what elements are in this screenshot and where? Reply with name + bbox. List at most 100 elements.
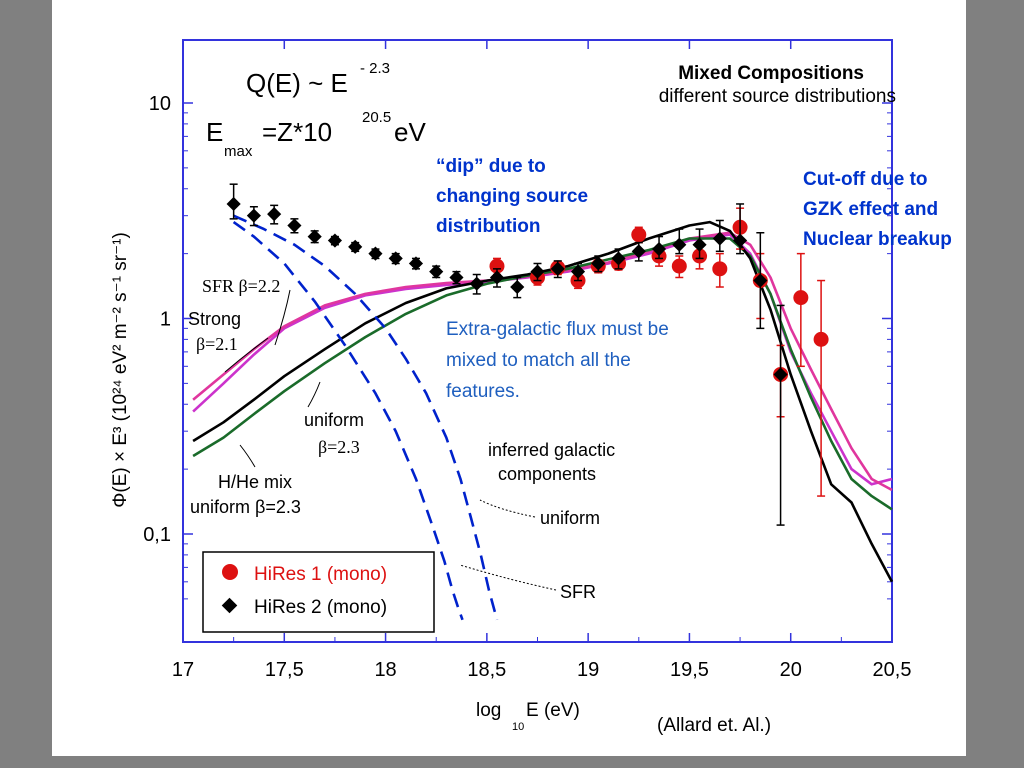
data-point-hires2 (307, 229, 322, 244)
legend-label-hires2: HiRes 2 (mono) (254, 597, 387, 618)
x-axis-label: log (476, 700, 501, 721)
data-point-hires2 (611, 251, 626, 266)
data-point-hires2 (651, 241, 667, 257)
series-line-3 (192, 220, 894, 583)
formula-emax-subscript: max (224, 143, 253, 160)
data-point-hires2 (449, 270, 464, 285)
extra-line-2: mixed to match all the (446, 350, 631, 371)
data-point-hires1 (489, 258, 505, 274)
data-point-hires2 (591, 256, 606, 271)
data-point-hires1 (631, 227, 647, 243)
chart-title: Mixed Compositions (678, 63, 864, 84)
formula-emax-unit: eV (394, 117, 426, 147)
x-tick-label: 17 (172, 659, 194, 681)
legend: HiRes 1 (mono) HiRes 2 (mono) (202, 551, 435, 633)
dip-line-3: distribution (436, 216, 541, 237)
data-point-hires2 (712, 231, 727, 246)
galactic-label-2: components (498, 464, 596, 484)
strong-leader (224, 337, 269, 373)
dip-line-1: “dip” due to (436, 156, 546, 177)
hhe-leader (239, 444, 256, 468)
data-point-hires2 (570, 264, 586, 279)
data-points (226, 183, 829, 526)
x-tick-label: 20,5 (873, 659, 912, 681)
uniform-leader (307, 381, 321, 408)
uniform-curve-label-1: uniform (304, 410, 364, 430)
y-tick-label: 0,1 (143, 524, 171, 546)
x-tick-label: 18 (374, 659, 396, 681)
formula-emax-exponent: 20.5 (362, 109, 391, 126)
data-point-hires2 (429, 264, 444, 279)
y-axis-label: Φ(E) × E³ (10²⁴ eV² m⁻² s⁻¹ sr⁻¹) (110, 232, 131, 508)
data-point-hires2 (733, 233, 748, 248)
galactic-uniform-label: uniform (540, 508, 600, 528)
x-axis-label-subscript: 10 (512, 721, 524, 733)
gal-sfr-leader (459, 564, 557, 591)
data-point-hires2 (368, 246, 383, 261)
citation: (Allard et. Al.) (657, 715, 772, 736)
data-point-hires1 (712, 261, 728, 277)
galactic-sfr-label: SFR (560, 582, 596, 602)
model-curves (192, 214, 894, 621)
strong-curve-label-2: β=2.1 (196, 334, 238, 354)
legend-marker-hires2 (221, 597, 238, 614)
data-point-hires2 (550, 261, 565, 276)
series-line-2 (192, 237, 893, 511)
legend-label-hires1: HiRes 1 (mono) (254, 564, 387, 585)
x-tick-label: 19 (577, 659, 599, 681)
strong-curve-label-1: Strong (188, 309, 241, 329)
series-line-4 (233, 214, 499, 621)
y-tick-label: 10 (149, 93, 171, 115)
data-point-hires1 (671, 258, 687, 274)
data-point-hires2 (489, 270, 505, 285)
dip-annotation: “dip” due to changing source distributio… (436, 152, 588, 242)
data-point-hires2 (327, 233, 342, 248)
formula-q-exponent: - 2.3 (360, 60, 390, 77)
data-point-hires2 (226, 196, 241, 212)
data-point-hires2 (388, 251, 403, 266)
hhe-curve-label-1: H/He mix (218, 472, 292, 492)
legend-box (202, 551, 435, 633)
cutoff-line-3: Nuclear breakup (803, 229, 952, 250)
data-point-hires2 (408, 256, 424, 271)
series-line-5 (232, 221, 464, 621)
extra-line-3: features. (446, 381, 520, 402)
x-tick-label: 19,5 (670, 659, 709, 681)
data-point-hires2 (530, 264, 545, 279)
data-point-hires1 (813, 331, 829, 347)
galactic-label-1: inferred galactic (488, 440, 615, 460)
formula-emax-body: =Z*10 (262, 117, 332, 147)
y-tick-label: 1 (160, 309, 171, 331)
data-point-hires2 (692, 237, 707, 252)
x-tick-label: 18,5 (467, 659, 506, 681)
data-point-hires2 (672, 237, 687, 252)
data-point-hires2 (773, 367, 788, 382)
gal-uniform-leader (479, 499, 536, 518)
axis-ticks: 17 17,5 18 18,5 19 19,5 20 20,5 10 1 0,1 (143, 40, 911, 681)
series-line-1 (192, 231, 893, 492)
data-point-hires2 (287, 218, 302, 233)
hhe-curve-label-2: uniform β=2.3 (190, 497, 301, 517)
legend-marker-hires1 (222, 564, 238, 580)
cutoff-line-1: Cut-off due to (803, 169, 928, 190)
data-point-hires1 (793, 290, 809, 306)
cutoff-line-2: GZK effect and (803, 199, 939, 220)
sfr-leader (274, 289, 291, 346)
extragalactic-annotation: Extra-galactic flux must be mixed to mat… (446, 314, 669, 407)
data-point-hires2 (246, 208, 261, 223)
x-axis-label-rest: E (eV) (526, 700, 580, 721)
uniform-curve-label-2: β=2.3 (318, 437, 360, 457)
data-point-hires2 (348, 239, 363, 254)
formula-q: Q(E) ~ E (246, 68, 348, 98)
data-point-hires2 (469, 276, 484, 291)
formula-emax-e: E (206, 117, 223, 147)
extra-line-1: Extra-galactic flux must be (446, 319, 669, 340)
dip-line-2: changing source (436, 186, 589, 207)
data-point-hires2 (267, 207, 282, 222)
x-tick-label: 20 (780, 659, 802, 681)
leader-lines (224, 289, 557, 591)
x-tick-label: 17,5 (265, 659, 304, 681)
sfr-curve-label: SFR β=2.2 (202, 276, 280, 296)
data-point-hires2 (753, 273, 768, 288)
